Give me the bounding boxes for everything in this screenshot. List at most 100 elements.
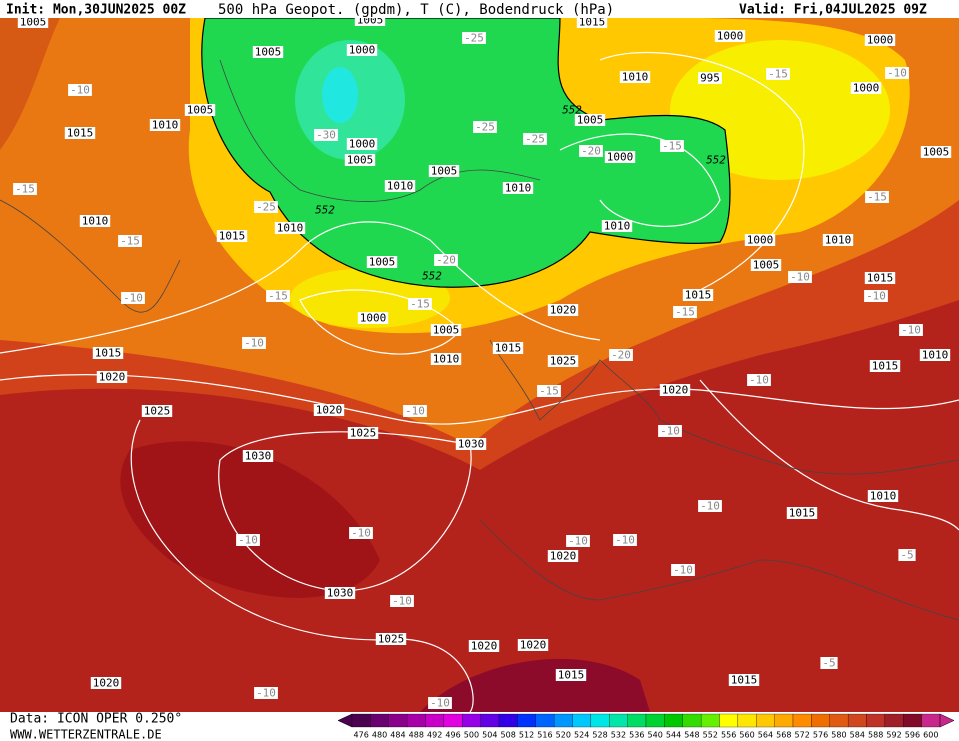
geopotential-label: 552 xyxy=(422,270,442,283)
temperature-label: -15 xyxy=(662,140,682,153)
isobar-label-box xyxy=(619,71,651,83)
isobar-label: 1020 xyxy=(471,640,498,653)
isobar-label: 1020 xyxy=(520,639,547,652)
isobar-label: 1010 xyxy=(622,71,649,84)
isobar-label: 1025 xyxy=(144,405,171,418)
legend-tick-label: 512 xyxy=(519,731,534,740)
temperature-label-box xyxy=(118,235,142,247)
isobar-label-box xyxy=(682,289,714,301)
isobar-label-box xyxy=(216,230,248,242)
legend-tick-label: 496 xyxy=(445,731,460,740)
isobar-label: 1020 xyxy=(93,677,120,690)
isobar-label-box xyxy=(344,154,376,166)
temperature-label: -10 xyxy=(673,564,693,577)
init-time: Init: Mon,30JUN2025 00Z xyxy=(6,3,186,18)
isobar-label: 1015 xyxy=(67,127,94,140)
legend-tick-label: 528 xyxy=(592,731,607,740)
legend-swatch xyxy=(406,713,426,728)
legend-tick-label: 600 xyxy=(923,731,938,740)
temperature-label-box xyxy=(236,534,260,546)
header-bar xyxy=(0,0,959,18)
legend-swatch xyxy=(553,713,573,728)
isobar-label-box xyxy=(90,677,122,689)
temperature-label-box xyxy=(254,687,278,699)
isobar-label-box xyxy=(555,669,587,681)
isobar-line xyxy=(130,419,474,713)
legend-tick-label: 576 xyxy=(813,731,828,740)
isobar-label-box xyxy=(502,182,534,194)
legend-tick-label: 536 xyxy=(629,731,644,740)
isobar-label: 1005 xyxy=(347,154,374,167)
temperature-label: -10 xyxy=(660,425,680,438)
isobar-label: 1000 xyxy=(747,234,774,247)
isobar-label: 1025 xyxy=(550,355,577,368)
temperature-label: -10 xyxy=(901,324,921,337)
legend-tick-label: 568 xyxy=(776,731,791,740)
isobar-label: 1020 xyxy=(316,404,343,417)
temperature-label-box xyxy=(314,129,338,141)
legend-swatch xyxy=(884,713,904,728)
isobar-label: 1010 xyxy=(825,234,852,247)
isobar-label: 1000 xyxy=(360,312,387,325)
temperature-label: -10 xyxy=(256,687,276,700)
isobar-label: 1010 xyxy=(870,490,897,503)
temperature-label-box xyxy=(671,564,695,576)
isobar-label-box xyxy=(79,215,111,227)
valid-time: Valid: Fri,04JUL2025 09Z xyxy=(739,3,927,18)
temperature-label-box xyxy=(254,201,278,213)
isobar-label: 1020 xyxy=(550,304,577,317)
temperature-label: -10 xyxy=(700,500,720,513)
temperature-label-box xyxy=(462,32,486,44)
isobar-label: 1030 xyxy=(245,450,272,463)
temperature-label: -10 xyxy=(568,535,588,548)
temperature-label-box xyxy=(121,292,145,304)
isobar-label: 1000 xyxy=(867,34,894,47)
isobar-label: 1025 xyxy=(378,633,405,646)
temperature-label: -20 xyxy=(436,254,456,267)
temperature-label-box xyxy=(473,121,497,133)
legend-swatch xyxy=(866,713,886,728)
temperature-label: -15 xyxy=(867,191,887,204)
isobar-label-box xyxy=(430,324,462,336)
temperature-label-box xyxy=(266,290,290,302)
legend-tick-label: 580 xyxy=(831,731,846,740)
isobar-label: 1010 xyxy=(277,222,304,235)
isobar-label-box xyxy=(357,312,389,324)
isobar-label-box xyxy=(184,104,216,116)
isobar-label: 1015 xyxy=(495,342,522,355)
legend-swatch xyxy=(811,713,830,728)
isobar-label: 1015 xyxy=(95,347,122,360)
data-source: Data: ICON OPER 0.250° xyxy=(10,712,182,727)
temperature-label-box xyxy=(788,271,812,283)
temperature-label: -10 xyxy=(351,527,371,540)
temperature-label-box xyxy=(68,84,92,96)
coastline xyxy=(0,199,181,313)
temperature-label: -10 xyxy=(405,405,425,418)
isobar-label-box xyxy=(714,30,746,42)
legend-swatch xyxy=(700,713,720,728)
isobar-label: 1015 xyxy=(219,230,246,243)
isobar-label: 995 xyxy=(700,72,720,85)
isobar-label-box xyxy=(375,633,407,645)
legend-swatch xyxy=(774,713,794,728)
legend-tick-label: 488 xyxy=(409,731,424,740)
isobar-label: 1025 xyxy=(350,427,377,440)
temperature-label: -15 xyxy=(410,298,430,311)
isobar-label: 1005 xyxy=(577,114,604,127)
isobar-label: 1015 xyxy=(731,674,758,687)
temperature-label-box xyxy=(579,145,603,157)
temperature-label-box xyxy=(434,254,458,266)
isobar-label: 1010 xyxy=(922,349,949,362)
legend-tick-label: 552 xyxy=(703,731,718,740)
isobar-label-box xyxy=(17,16,49,28)
legend-tick-label: 548 xyxy=(684,731,699,740)
temperature-label: -25 xyxy=(475,121,495,134)
isobar-line xyxy=(699,379,959,531)
map-field xyxy=(0,17,959,713)
temperature-label: -25 xyxy=(256,201,276,214)
legend-tick-label: 516 xyxy=(537,731,552,740)
isobar-label-box xyxy=(822,234,854,246)
temperature-label-box xyxy=(660,140,684,152)
temperature-label: -10 xyxy=(615,534,635,547)
isobar-label: 1015 xyxy=(685,289,712,302)
